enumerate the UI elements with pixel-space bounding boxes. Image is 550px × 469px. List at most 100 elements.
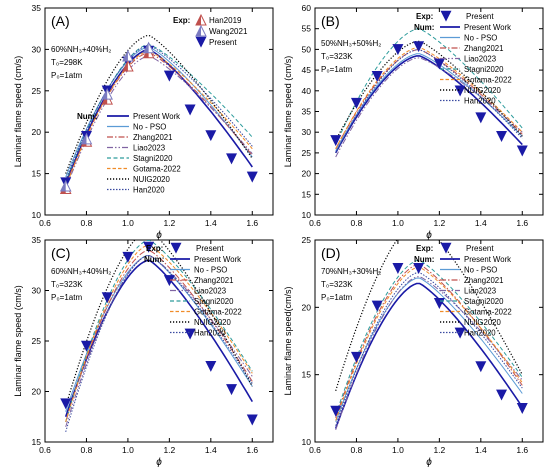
chart-panel-a: 0.6 0.8 1.0 1.2 1.4 1.6 10 15 20 25 30 35 ϕ Laminar f… bbox=[13, 3, 274, 241]
temperature-label: T₀=323K bbox=[321, 52, 353, 61]
num-legend-label: No - PSO bbox=[194, 266, 227, 275]
series-han2020 bbox=[335, 49, 523, 154]
y-tick-label: 15 bbox=[32, 437, 42, 447]
x-tick-label: 0.8 bbox=[81, 445, 93, 455]
x-tick-label: 1.0 bbox=[392, 218, 404, 228]
exp-present-point bbox=[496, 389, 508, 401]
num-legend-title: Num: bbox=[144, 255, 164, 264]
y-tick-label: 20 bbox=[302, 302, 312, 312]
num-legend-label: Stagni2020 bbox=[464, 65, 504, 74]
series-han2020 bbox=[65, 45, 253, 181]
y-tick-label: 55 bbox=[302, 24, 312, 34]
pressure-label: P₀=1atm bbox=[321, 293, 352, 302]
x-tick-label: 1.2 bbox=[163, 218, 175, 228]
y-tick-label: 10 bbox=[302, 210, 312, 220]
y-tick-label: 60 bbox=[302, 3, 312, 13]
exp-present-point bbox=[60, 398, 72, 410]
exp-present-point bbox=[226, 153, 238, 165]
model-curves bbox=[64, 240, 253, 433]
y-tick-label: 15 bbox=[32, 169, 42, 179]
x-tick-label: 1.2 bbox=[433, 218, 445, 228]
exp-legend-label: Present bbox=[466, 244, 494, 253]
exp-present-point bbox=[516, 403, 528, 415]
y-tick-label: 10 bbox=[302, 437, 312, 447]
exp-han2019-point-fill bbox=[122, 60, 128, 71]
legend-marker-han2019-fill bbox=[196, 15, 201, 25]
panel-label: (B) bbox=[321, 13, 340, 29]
series-gotama-2022 bbox=[65, 245, 253, 422]
exp-present-point bbox=[350, 351, 362, 363]
exp-legend-label: Han2019 bbox=[209, 16, 242, 25]
series-liao2023 bbox=[65, 55, 253, 189]
x-tick-label: 1.6 bbox=[516, 445, 528, 455]
model-curves bbox=[334, 240, 523, 431]
series-nuig2020 bbox=[65, 35, 253, 174]
exp-present-point bbox=[392, 262, 404, 274]
num-legend-label: No - PSO bbox=[464, 34, 497, 43]
x-tick-label: 1.2 bbox=[433, 445, 445, 455]
num-legend-label: Liao2023 bbox=[194, 287, 226, 296]
num-legend-label: Present Work bbox=[194, 255, 241, 264]
num-legend-label: Liao2023 bbox=[464, 55, 496, 64]
num-legend-label: Present Work bbox=[133, 112, 180, 121]
x-tick-label: 0.6 bbox=[309, 218, 321, 228]
series-present-work bbox=[64, 49, 253, 184]
num-legend-label: Zhang2021 bbox=[464, 44, 503, 53]
legend: Exp: Han2019 Wang2021 Present Num: Present Wo… bbox=[77, 13, 248, 195]
x-tick-label: 1.4 bbox=[475, 218, 487, 228]
exp-legend-label: Present bbox=[196, 244, 224, 253]
y-tick-label: 30 bbox=[32, 44, 42, 54]
num-legend-label: Present Work bbox=[464, 23, 511, 32]
series-zhang2021 bbox=[65, 249, 253, 422]
y-tick-label: 40 bbox=[302, 86, 312, 96]
exp-present-point bbox=[330, 405, 342, 417]
exp-legend-title: Exp: bbox=[416, 12, 433, 21]
y-axis-label: Laminar flame speed (cm/s) bbox=[13, 56, 23, 168]
y-tick-label: 25 bbox=[32, 336, 42, 346]
y-axis-label: Laminar flame speed (cm/s) bbox=[283, 56, 293, 168]
num-legend-label: Han2020 bbox=[464, 329, 496, 338]
x-tick-label: 1.4 bbox=[475, 445, 487, 455]
num-legend-title: Num: bbox=[414, 255, 434, 264]
temperature-label: T₀=298K bbox=[51, 58, 83, 67]
x-axis-label: ϕ bbox=[156, 457, 162, 468]
num-legend-label: Liao2023 bbox=[464, 287, 496, 296]
x-tick-label: 0.6 bbox=[39, 445, 51, 455]
mixture-label: 70%NH₃+30%H₂ bbox=[321, 267, 381, 276]
num-legend-label: Stagni2020 bbox=[464, 297, 504, 306]
exp-wang2021-point-fill bbox=[102, 89, 108, 100]
x-tick-label: 0.8 bbox=[351, 218, 363, 228]
exp-present-point bbox=[454, 85, 466, 97]
y-tick-label: 20 bbox=[302, 169, 312, 179]
x-tick-label: 1.4 bbox=[205, 218, 217, 228]
series-gotama-2022 bbox=[65, 50, 253, 187]
x-tick-label: 0.8 bbox=[351, 445, 363, 455]
exp-legend-label: Present bbox=[466, 12, 494, 21]
exp-legend-title: Exp: bbox=[416, 244, 433, 253]
legend-marker-present bbox=[440, 242, 452, 254]
exp-present-point bbox=[392, 44, 404, 56]
exp-present-point bbox=[516, 145, 528, 157]
num-legend-label: Han2020 bbox=[133, 186, 165, 195]
exp-present-point bbox=[246, 171, 258, 183]
exp-present-point bbox=[80, 340, 92, 352]
plot-frame bbox=[314, 239, 544, 443]
mixture-label: 60%NH₃+40%H₂ bbox=[51, 267, 111, 276]
exp-present-point bbox=[226, 384, 238, 396]
series-stagni2020 bbox=[65, 240, 253, 422]
num-legend-label: Liao2023 bbox=[133, 144, 165, 153]
y-axis-label: Laminar flame speed (cm/s) bbox=[13, 285, 23, 397]
series-han2020 bbox=[65, 255, 253, 433]
x-tick-label: 1.6 bbox=[516, 218, 528, 228]
num-legend-label: Han2020 bbox=[194, 329, 226, 338]
x-tick-label: 0.8 bbox=[81, 218, 93, 228]
panel-label: (A) bbox=[51, 13, 70, 29]
exp-present-point bbox=[143, 241, 155, 253]
exp-wang2021-point-fill bbox=[143, 42, 149, 53]
series-nuig2020 bbox=[335, 40, 523, 141]
num-legend-label: Present Work bbox=[464, 255, 511, 264]
plot-frame bbox=[44, 7, 274, 216]
exp-present-point bbox=[496, 131, 508, 143]
legend-marker-present bbox=[195, 36, 207, 48]
y-tick-label: 25 bbox=[302, 235, 312, 245]
